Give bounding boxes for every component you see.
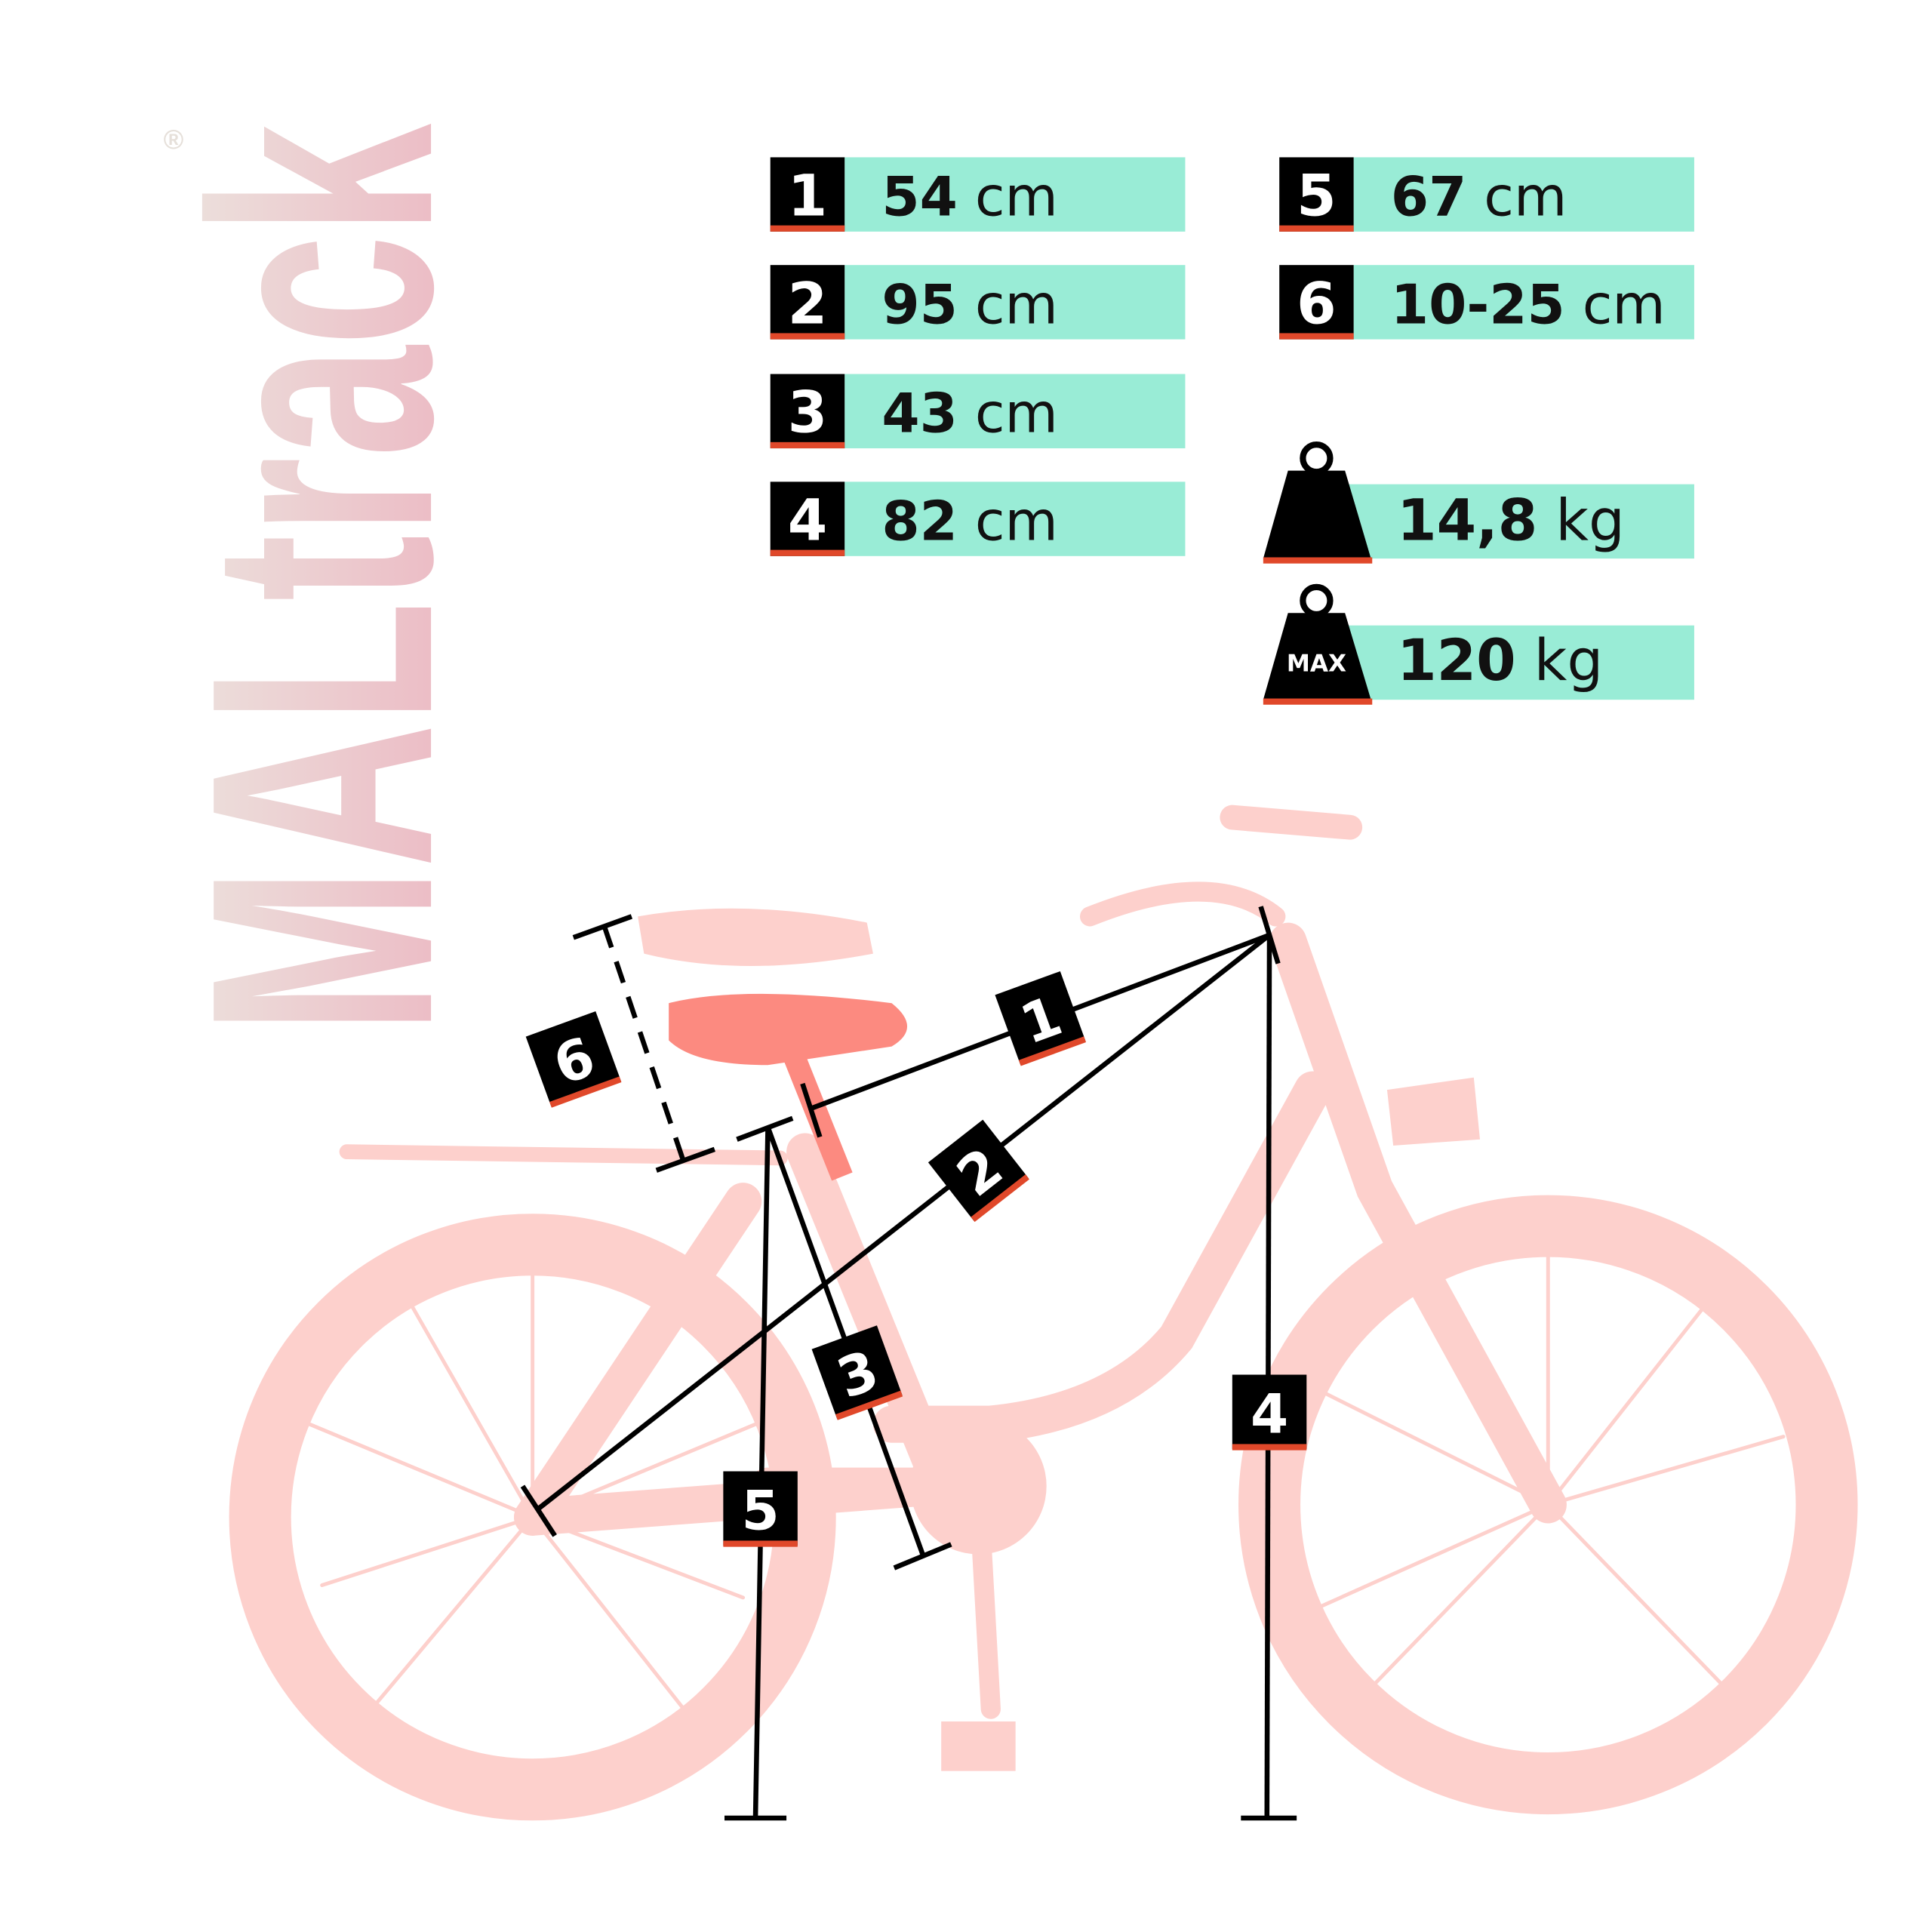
weight-value: 14,8 xyxy=(1397,487,1537,553)
badge-underline xyxy=(770,225,845,232)
badge-underline xyxy=(770,333,845,340)
max-load-value: 120 xyxy=(1397,627,1516,694)
spec-number: 54 xyxy=(881,166,957,229)
spec-row-3: 3 43 cm xyxy=(770,374,1186,449)
max-load-row: MAX 120 kg xyxy=(1263,583,1694,705)
value-bar xyxy=(844,374,1186,449)
spec-row-2: 2 95 cm xyxy=(770,265,1186,340)
spec-number: 67 xyxy=(1391,166,1466,229)
spec-row-6: 6 10-25 cm xyxy=(1279,265,1694,340)
spec-unit: cm xyxy=(1583,273,1666,337)
spec-row-4: 4 82 cm xyxy=(770,481,1186,556)
number-badge-label: 3 xyxy=(788,380,828,446)
number-badge xyxy=(770,265,845,340)
number-badge xyxy=(1279,265,1354,340)
number-badge xyxy=(770,374,845,449)
saddle xyxy=(669,993,908,1066)
seatpost xyxy=(782,1048,853,1181)
value-bar xyxy=(844,481,1186,556)
diagram-label-6: 6 xyxy=(525,1011,622,1108)
diagram-label-3: 3 xyxy=(811,1325,903,1420)
number-badge-label: 1 xyxy=(788,163,828,229)
value-bar xyxy=(1353,157,1694,232)
weight-max-icon: MAX xyxy=(1263,583,1373,705)
badge-underline xyxy=(770,441,845,449)
svg-text:120 kg: 120 kg xyxy=(1397,627,1603,694)
spec-number: 10-25 xyxy=(1391,273,1565,337)
badge-underline xyxy=(770,549,845,556)
value-bar xyxy=(1353,265,1694,340)
max-load-unit: kg xyxy=(1534,627,1604,694)
weight-unit: kg xyxy=(1555,487,1625,553)
svg-text:4: 4 xyxy=(1251,1383,1288,1447)
number-badge-label: 4 xyxy=(788,487,828,553)
bike-silhouette xyxy=(229,804,1858,1821)
svg-text:5: 5 xyxy=(741,1480,779,1543)
spec-value: 67 cm xyxy=(1391,166,1567,229)
value-bar xyxy=(844,157,1186,232)
diagram-label-4: 4 xyxy=(1232,1374,1307,1451)
rear-wheel xyxy=(229,1214,836,1821)
spec-value: 10-25 cm xyxy=(1391,273,1666,337)
badge-underline xyxy=(1279,225,1354,232)
spec-row-5: 5 67 cm xyxy=(1279,157,1694,232)
spec-unit: cm xyxy=(1484,166,1567,229)
weight-icon xyxy=(1263,441,1373,564)
spec-unit: cm xyxy=(975,490,1058,553)
registered-mark: ® xyxy=(164,124,184,155)
spec-value: 54 cm xyxy=(881,166,1057,229)
svg-text:14,8 kg: 14,8 kg xyxy=(1397,487,1625,553)
spec-row-1: 1 54 cm xyxy=(770,157,1186,232)
spec-unit: cm xyxy=(975,166,1058,229)
brand-logo: MALtrack ® xyxy=(145,122,498,1034)
spec-unit: cm xyxy=(975,383,1058,446)
diagram-label-1: 1 xyxy=(995,971,1087,1066)
number-badge xyxy=(770,157,845,232)
number-badge xyxy=(1279,157,1354,232)
spec-number: 95 xyxy=(881,273,957,337)
spec-number: 82 xyxy=(881,490,957,553)
spec-number: 43 xyxy=(881,383,957,446)
number-badge-label: 6 xyxy=(1297,270,1337,337)
number-badge-label: 5 xyxy=(1297,163,1337,229)
spec-value: 82 cm xyxy=(881,490,1057,553)
max-label: MAX xyxy=(1287,650,1346,677)
number-badge-label: 2 xyxy=(788,270,828,337)
spec-value: 95 cm xyxy=(881,273,1057,337)
number-badge xyxy=(770,481,845,556)
value-bar xyxy=(844,265,1186,340)
spec-unit: cm xyxy=(975,273,1058,337)
brand-name: MALtrack xyxy=(145,122,498,1034)
weight-row: 14,8 kg xyxy=(1263,441,1694,564)
diagram-label-5: 5 xyxy=(723,1471,798,1547)
spec-value: 43 cm xyxy=(881,383,1057,446)
badge-underline xyxy=(1279,333,1354,340)
diagram-label-2: 2 xyxy=(928,1119,1029,1223)
